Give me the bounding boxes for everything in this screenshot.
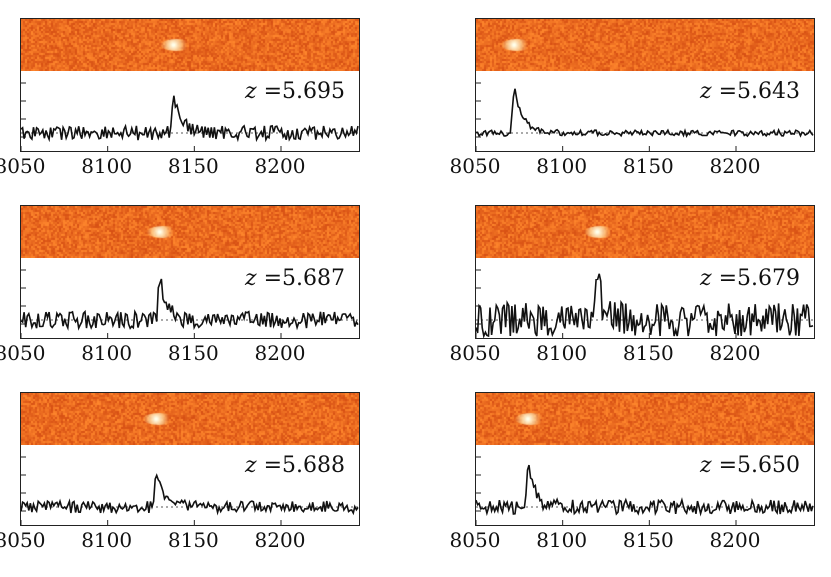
spectrum-1d-plot: z =5.650 [475, 445, 815, 526]
x-tick-label: 8200 [254, 528, 306, 552]
spectrum-line [21, 473, 359, 516]
figure-grid: z =5.695 8050 8100 8150 8200 z =5.643 8050 8100… [0, 18, 831, 552]
spectrum-line [476, 464, 814, 517]
spectrum-2d-image [20, 205, 360, 259]
x-tick-label: 8100 [81, 154, 133, 178]
spectrum-2d-image [475, 205, 815, 259]
x-tick-label: 8050 [449, 341, 501, 365]
redshift-value: =5.687 [256, 266, 345, 291]
x-tick-label: 8200 [254, 154, 306, 178]
x-tick-label: 8050 [449, 528, 501, 552]
x-tick-labels: 8050 8100 8150 8200 [0, 341, 380, 367]
spectrum-svg [21, 269, 359, 338]
spectrum-1d-plot: z =5.679 [475, 258, 815, 339]
spectrum-1d-plot: z =5.687 [20, 258, 360, 339]
x-tick-label: 8100 [536, 341, 588, 365]
spectrum-panel: z =5.687 8050 8100 8150 8200 [0, 205, 380, 390]
redshift-label: z =5.695 [242, 79, 347, 104]
redshift-label: z =5.688 [242, 453, 347, 478]
redshift-value: =5.695 [256, 79, 345, 104]
x-tick-label: 8100 [81, 341, 133, 365]
redshift-label: z =5.687 [242, 266, 347, 291]
spectrum-panel: z =5.695 8050 8100 8150 8200 [0, 18, 380, 203]
spectrum-2d-image [475, 392, 815, 446]
x-tick-label: 8050 [0, 528, 46, 552]
x-tick-label: 8200 [709, 528, 761, 552]
spectrum-2d-image [20, 392, 360, 446]
x-tick-label: 8150 [167, 528, 219, 552]
x-tick-label: 8150 [167, 341, 219, 365]
spectrum-panel: z =5.650 8050 8100 8150 8200 [450, 392, 831, 577]
x-tick-label: 8100 [81, 528, 133, 552]
spectrum-2d-image [475, 18, 815, 72]
redshift-value: =5.650 [711, 453, 800, 478]
x-tick-label: 8150 [622, 528, 674, 552]
spectrum-svg [476, 82, 814, 151]
redshift-label: z =5.650 [697, 453, 802, 478]
spectrum-1d-plot: z =5.695 [20, 71, 360, 152]
redshift-symbol: z [244, 266, 257, 291]
redshift-symbol: z [244, 453, 257, 478]
spectrum-line [476, 273, 814, 338]
x-tick-labels: 8050 8100 8150 8200 [0, 528, 380, 554]
x-tick-label: 8150 [622, 341, 674, 365]
spectrum-2d-image [20, 18, 360, 72]
redshift-label: z =5.643 [697, 79, 802, 104]
x-tick-labels: 8050 8100 8150 8200 [0, 154, 380, 180]
spectrum-panel: z =5.688 8050 8100 8150 8200 [0, 392, 380, 577]
x-tick-labels: 8050 8100 8150 8200 [450, 528, 831, 554]
x-tick-label: 8100 [536, 154, 588, 178]
spectrum-svg [476, 269, 814, 338]
x-tick-labels: 8050 8100 8150 8200 [450, 341, 831, 367]
x-tick-label: 8200 [709, 154, 761, 178]
x-tick-label: 8150 [167, 154, 219, 178]
spectrum-line [476, 88, 814, 139]
redshift-symbol: z [244, 79, 257, 104]
redshift-value: =5.688 [256, 453, 345, 478]
spectrum-line [21, 95, 359, 143]
spectrum-panel: z =5.643 8050 8100 8150 8200 [450, 18, 831, 203]
redshift-label: z =5.679 [697, 266, 802, 291]
x-tick-label: 8050 [0, 341, 46, 365]
redshift-symbol: z [699, 79, 712, 104]
x-tick-label: 8150 [622, 154, 674, 178]
redshift-symbol: z [699, 453, 712, 478]
spectrum-panel: z =5.679 8050 8100 8150 8200 [450, 205, 831, 390]
x-tick-label: 8100 [536, 528, 588, 552]
spectrum-svg [21, 82, 359, 151]
spectrum-line [21, 278, 359, 331]
redshift-value: =5.679 [711, 266, 800, 291]
x-tick-label: 8200 [709, 341, 761, 365]
spectrum-svg [21, 456, 359, 525]
spectrum-1d-plot: z =5.688 [20, 445, 360, 526]
spectrum-svg [476, 456, 814, 525]
x-tick-labels: 8050 8100 8150 8200 [450, 154, 831, 180]
redshift-value: =5.643 [711, 79, 800, 104]
redshift-symbol: z [699, 266, 712, 291]
x-tick-label: 8050 [449, 154, 501, 178]
x-tick-label: 8200 [254, 341, 306, 365]
x-tick-label: 8050 [0, 154, 46, 178]
spectrum-1d-plot: z =5.643 [475, 71, 815, 152]
